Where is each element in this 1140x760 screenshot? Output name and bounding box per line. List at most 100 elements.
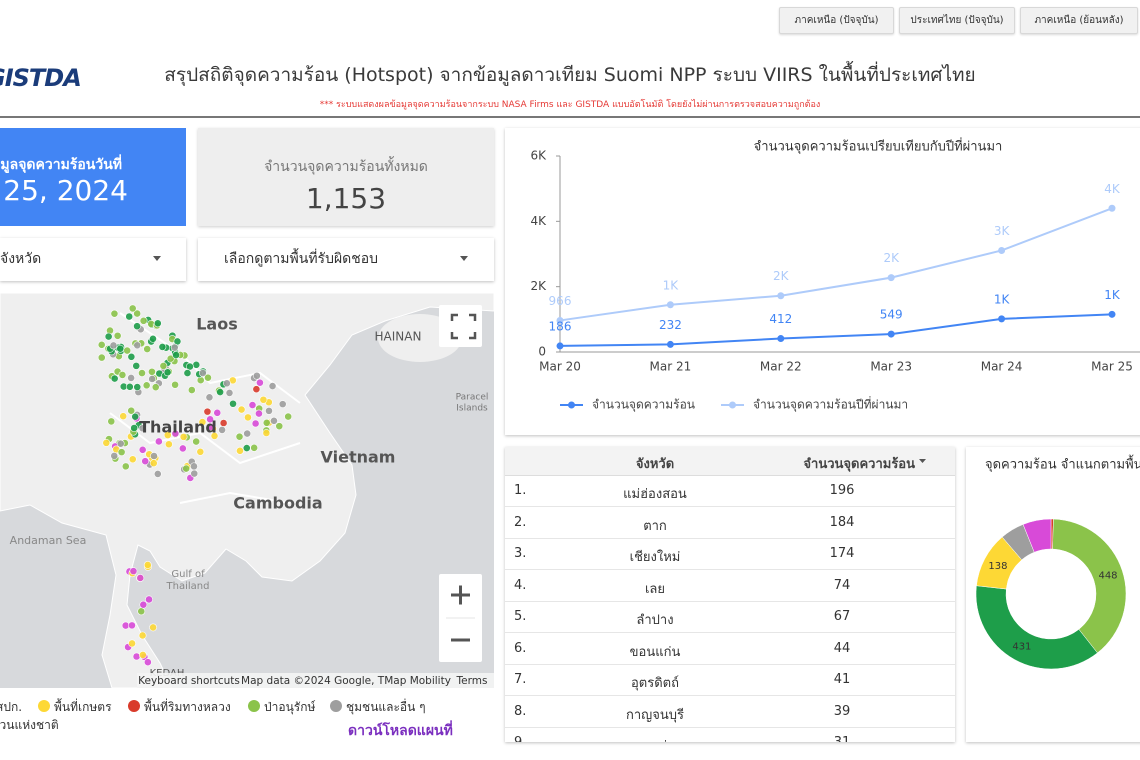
- divider: [0, 116, 1140, 118]
- hotspot-dot: [206, 422, 215, 431]
- hotspot-dot: [132, 652, 141, 661]
- hotspot-dot: [110, 451, 119, 460]
- data-label: 232: [659, 318, 682, 332]
- hotspot-dot: [204, 373, 212, 382]
- hotspot-dot: [138, 631, 147, 640]
- map-label: Thailand: [166, 581, 210, 592]
- total-label: จำนวนจุดความร้อนทั้งหมด: [264, 159, 428, 175]
- table-cell: ขอนแก่น: [629, 644, 681, 660]
- table-cell: 3.: [514, 546, 527, 561]
- hotspot-dot: [133, 322, 141, 331]
- table-cell: 74: [833, 577, 851, 593]
- legend-swatch: [330, 700, 342, 712]
- hotspot-dot: [236, 446, 244, 455]
- attribution[interactable]: Keyboard shortcuts: [138, 675, 240, 687]
- date-card: ข้อมูลจุดความร้อนวันที่ Mar 25, 2024: [0, 128, 186, 226]
- hotspot-dot: [164, 440, 173, 449]
- table-cell: 39: [833, 703, 851, 719]
- hotspot-dot: [250, 443, 259, 452]
- hotspot-dot: [142, 381, 151, 390]
- slice-label: 431: [1012, 641, 1031, 652]
- hotspot-dot: [131, 412, 140, 421]
- hotspot-dot: [143, 345, 152, 353]
- data-label: 4K: [1104, 182, 1121, 196]
- table-cell: 31: [792, 735, 892, 742]
- table-cell: 5.: [514, 609, 527, 624]
- hotspot-dot: [123, 346, 132, 355]
- table-row: [505, 633, 955, 665]
- map-label: Andaman Sea: [10, 534, 87, 547]
- hotspot-dot: [170, 343, 179, 352]
- table-cell: เชียงใหม่: [629, 550, 681, 565]
- hotspot-dot: [136, 574, 145, 582]
- legend-item: ชุมชนและอื่น ๆ: [330, 698, 426, 717]
- table-row: [505, 664, 955, 696]
- data-label: 1K: [663, 278, 680, 292]
- hotspot-dot: [133, 383, 142, 391]
- download-link[interactable]: ดาวน์โหลดแผนที่: [348, 723, 453, 739]
- hotspot-dot: [150, 452, 158, 460]
- hotspot-dot: [262, 418, 271, 427]
- zoom-control[interactable]: [439, 574, 482, 662]
- table-row: [505, 507, 955, 539]
- table-cell: 196: [829, 483, 855, 498]
- hotspot-dot: [171, 429, 180, 438]
- hotspot-dot: [186, 362, 194, 371]
- attribution[interactable]: Terms: [456, 675, 488, 687]
- hotspot-dot: [113, 331, 122, 340]
- province-filter[interactable]: จังหวัด: [0, 238, 186, 281]
- hotspot-dot: [225, 389, 234, 397]
- hotspot-dot: [219, 419, 228, 427]
- table-header: [505, 447, 955, 476]
- table-cell: ตาก: [643, 518, 667, 534]
- column-header[interactable]: จังหวัด: [635, 457, 675, 472]
- nav-button[interactable]: ภาคเหนือ (ปัจจุบัน): [779, 7, 894, 34]
- data-label: 2K: [883, 251, 900, 265]
- hotspot-dot: [149, 623, 157, 632]
- attribution: Map data ©2024 Google, TMap Mobility: [241, 675, 451, 687]
- filter-label: จังหวัด: [0, 251, 42, 267]
- table-cell: 9.: [514, 735, 526, 742]
- map-label: Vietnam: [321, 448, 396, 467]
- data-label: 2K: [773, 269, 790, 283]
- hotspot-dot: [179, 432, 188, 441]
- legend-label: จำนวนจุดความร้อนปีที่ผ่านมา: [753, 396, 908, 413]
- point: [666, 301, 674, 309]
- table-cell: เลย: [644, 581, 666, 597]
- donut-chart: จุดความร้อน จำแนกตามพื้นที่ 448 431 138: [975, 455, 1140, 670]
- table-cell: 41: [833, 672, 851, 687]
- column-header[interactable]: จำนวนจุดความร้อน: [803, 457, 915, 472]
- hotspot-dot: [243, 429, 252, 438]
- total-card: จำนวนจุดความร้อนทั้งหมด 1,153: [198, 128, 494, 226]
- nav-button[interactable]: ภาคเหนือ (ย้อนหลัง): [1020, 7, 1138, 34]
- hotspot-dot: [102, 438, 111, 447]
- chart-title: จุดความร้อน จำแนกตามพื้นที่: [985, 455, 1140, 473]
- fullscreen-button[interactable]: [439, 305, 482, 347]
- point: [1108, 204, 1116, 212]
- map[interactable]: Laos HAINAN Paracel Islands Thailand Vie…: [0, 293, 494, 688]
- legend-label: สปก.: [0, 700, 23, 714]
- table-row: [505, 538, 955, 570]
- map-label: Islands: [456, 404, 488, 414]
- hotspot-dot: [116, 439, 125, 448]
- area-filter[interactable]: เลือกดูตามพื้นที่รับผิดชอบ: [198, 238, 494, 281]
- table-cell: 67: [833, 609, 851, 624]
- data-label: 549: [880, 308, 903, 322]
- hotspot-dot: [107, 417, 116, 426]
- date-value: Mar 25, 2024: [0, 174, 128, 207]
- hotspot-dot: [237, 405, 246, 414]
- hotspot-dot: [235, 432, 244, 441]
- hotspot-dot: [128, 304, 137, 313]
- hotspot-dot: [262, 429, 271, 437]
- nav-button[interactable]: ประเทศไทย (ปัจจุบัน): [899, 7, 1015, 34]
- x-tick-label: Mar 25: [1091, 360, 1133, 374]
- y-tick-label: 6K: [530, 149, 547, 163]
- x-tick-label: Mar 24: [981, 360, 1023, 374]
- hotspot-dot: [172, 351, 180, 359]
- hotspot-dot: [109, 341, 118, 350]
- hotspot-dot: [213, 408, 222, 417]
- hotspot-dot: [145, 595, 153, 604]
- legend-swatch: [128, 700, 140, 712]
- hotspot-dot: [138, 369, 146, 377]
